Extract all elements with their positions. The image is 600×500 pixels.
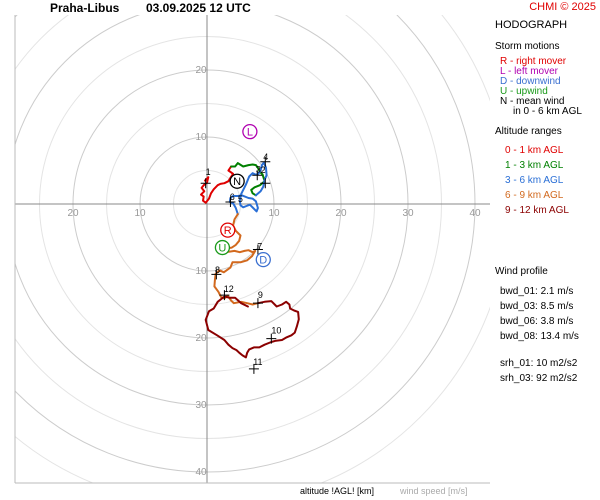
tick-label: 30 bbox=[195, 400, 207, 411]
hodograph-axes bbox=[14, 15, 490, 484]
storm-label: N bbox=[233, 176, 241, 188]
sounding-datetime: 03.09.2025 12 UTC bbox=[146, 1, 251, 15]
storm-circle bbox=[214, 239, 231, 256]
level-cross bbox=[260, 178, 271, 189]
level-label: 5 bbox=[238, 194, 243, 204]
speed-axis-label: wind speed [m/s] bbox=[400, 486, 468, 496]
profile-item: bwd_03: 8.5 m/s bbox=[500, 301, 574, 312]
storm-item: in 0 - 6 km AGL bbox=[513, 106, 582, 117]
tick-label: 30 bbox=[402, 208, 414, 219]
copyright-label: CHMI © 2025 bbox=[529, 1, 596, 13]
storm-circle bbox=[229, 173, 245, 189]
wind-trace bbox=[230, 162, 266, 197]
level-label: 3 bbox=[256, 165, 261, 175]
level-label: 6 bbox=[230, 192, 235, 202]
storm-item: L - left mover bbox=[500, 66, 558, 77]
altitude-ranges-title: Altitude ranges bbox=[495, 126, 562, 137]
altitude-item: 6 - 9 km AGL bbox=[505, 190, 564, 201]
level-label: 12 bbox=[224, 284, 234, 294]
storm-motion-d: D bbox=[255, 251, 271, 268]
level-cross bbox=[225, 196, 236, 207]
level-cross bbox=[200, 178, 211, 189]
storm-label: L bbox=[247, 127, 253, 139]
storm-item: N - mean wind bbox=[500, 96, 565, 107]
level-cross bbox=[248, 363, 259, 374]
level-label: 1 bbox=[206, 167, 211, 177]
level-label: 4 bbox=[263, 152, 268, 162]
storm-motion-u: U bbox=[214, 239, 231, 256]
level-label: 8 bbox=[215, 265, 220, 275]
level-label: 10 bbox=[271, 325, 281, 335]
storm-item: D - downwind bbox=[500, 76, 561, 87]
level-label: 7 bbox=[257, 242, 262, 252]
level-cross bbox=[266, 333, 277, 344]
legend-panel: HODOGRAPH Storm motions R - right mover L… bbox=[495, 0, 600, 500]
storm-motion-l: L bbox=[242, 123, 258, 140]
level-label: 9 bbox=[258, 290, 263, 300]
level-cross bbox=[260, 156, 271, 167]
tick-label: 40 bbox=[469, 208, 481, 219]
level-cross bbox=[252, 170, 263, 181]
profile-item: srh_01: 10 m2/s2 bbox=[500, 358, 578, 369]
storm-motions-title: Storm motions bbox=[495, 41, 560, 52]
tick-label: 10 bbox=[268, 208, 280, 219]
profile-item: srh_03: 92 m2/s2 bbox=[500, 373, 578, 384]
storm-circle bbox=[242, 123, 258, 140]
level-label: 11 bbox=[253, 357, 262, 367]
storm-motion-n: N bbox=[229, 173, 245, 189]
tick-label: 20 bbox=[195, 333, 207, 344]
altitude-item: 1 - 3 km AGL bbox=[505, 160, 564, 171]
wind-trace bbox=[200, 165, 235, 204]
wind-profile-title: Wind profile bbox=[495, 266, 548, 277]
storm-motion-markers: N L RU D bbox=[214, 123, 271, 268]
profile-item: bwd_01: 2.1 m/s bbox=[500, 286, 574, 297]
tick-label: 20 bbox=[195, 65, 207, 76]
tick-label: 10 bbox=[195, 266, 207, 277]
storm-label: D bbox=[259, 255, 267, 267]
station-name: Praha-Libus bbox=[50, 1, 120, 15]
tick-label: 40 bbox=[195, 467, 207, 478]
speed-ring bbox=[15, 15, 442, 439]
profile-item: bwd_08: 13.4 m/s bbox=[500, 331, 579, 342]
hodograph-title: HODOGRAPH bbox=[495, 19, 568, 31]
storm-label: R bbox=[224, 225, 232, 237]
altitude-item: 9 - 12 km AGL bbox=[505, 205, 569, 216]
storm-motion-r: R bbox=[220, 222, 236, 238]
storm-circle bbox=[255, 251, 271, 268]
tick-label: 10 bbox=[195, 132, 207, 143]
level-cross bbox=[211, 269, 222, 280]
altitude-item: 0 - 1 km AGL bbox=[505, 145, 564, 156]
speed-ring bbox=[15, 15, 476, 473]
tick-label: 10 bbox=[134, 208, 146, 219]
storm-label: U bbox=[218, 243, 226, 255]
wind-trace bbox=[204, 295, 300, 359]
altitude-item: 3 - 6 km AGL bbox=[505, 175, 564, 186]
storm-item: R - right mover bbox=[500, 56, 567, 67]
storm-circle bbox=[220, 222, 236, 238]
level-cross bbox=[219, 290, 230, 301]
wind-traces bbox=[200, 161, 300, 359]
level-cross bbox=[252, 298, 263, 309]
tick-label: 20 bbox=[67, 208, 79, 219]
level-label: 2 bbox=[261, 165, 266, 175]
altitude-axis-label: altitude !AGL! [km] bbox=[300, 486, 375, 496]
profile-item: bwd_06: 3.8 m/s bbox=[500, 316, 574, 327]
tick-label: 20 bbox=[335, 208, 347, 219]
axis-tick-labels: 10 20 10 20 30 40 10 20 10 20 30 40 bbox=[67, 65, 481, 478]
storm-item: U - upwind bbox=[500, 86, 548, 97]
level-cross bbox=[252, 244, 263, 255]
